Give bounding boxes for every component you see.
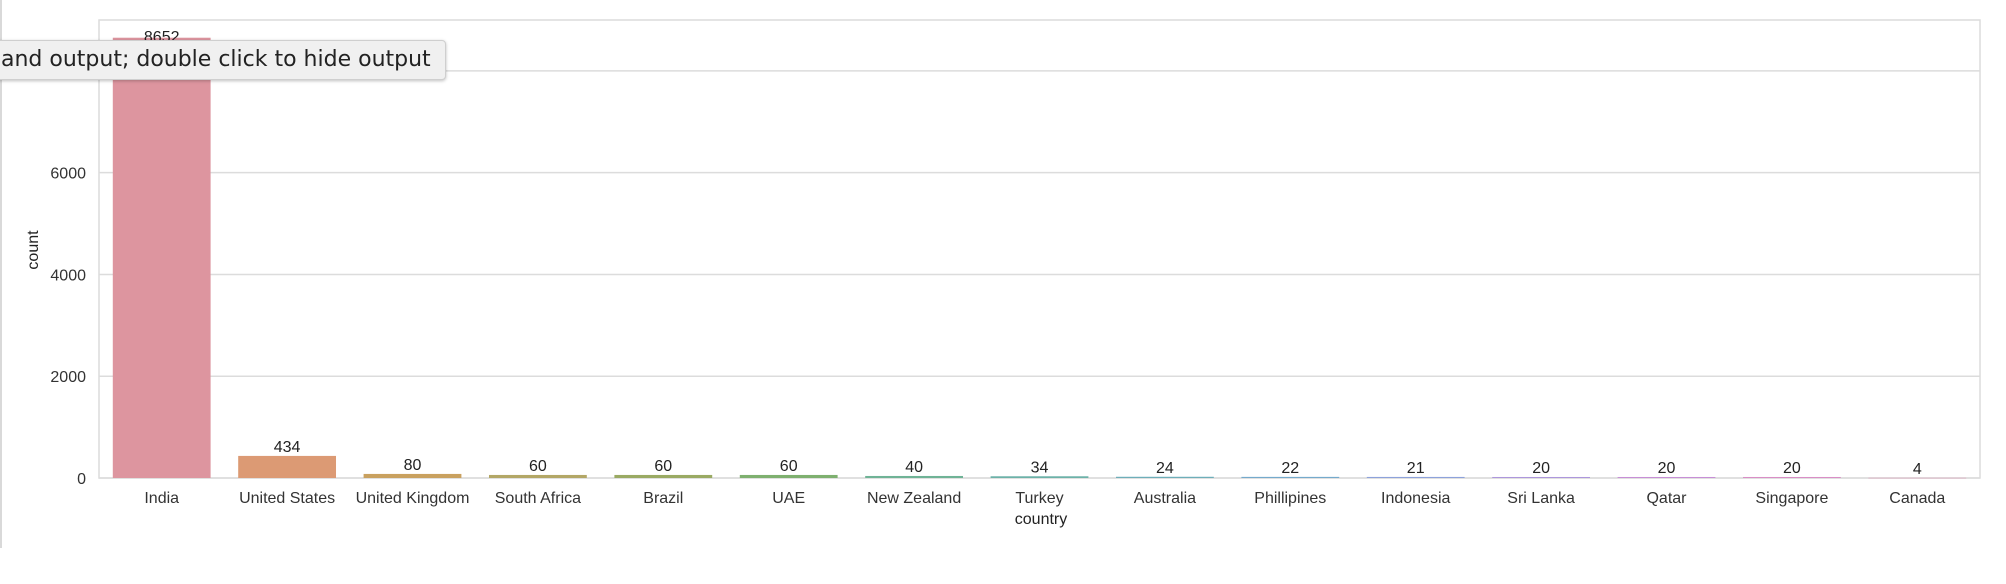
output-tooltip: and output; double click to hide output: [0, 40, 446, 80]
x-axis-label: country: [1015, 511, 1067, 528]
y-tick-0: 0: [77, 471, 86, 488]
y-tick-labels: 0 2000 4000 6000: [50, 166, 86, 488]
tooltip-text: and output; double click to hide output: [1, 47, 431, 72]
bar-2: [363, 473, 462, 478]
x-tick-4: Brazil: [643, 490, 683, 507]
bar-1: [238, 455, 337, 478]
y-tick-6000: 6000: [50, 166, 86, 183]
y-axis-label: count: [25, 230, 42, 270]
y-tick-2000: 2000: [50, 369, 86, 386]
x-tick-3: South Africa: [495, 490, 581, 507]
data-label-3: 60: [529, 458, 547, 475]
bar-13: [1742, 476, 1841, 478]
data-label-14: 4: [1913, 461, 1922, 478]
bars: [112, 37, 1967, 479]
bar-14: [1868, 477, 1967, 479]
x-tick-5: UAE: [772, 490, 805, 507]
data-label-2: 80: [404, 457, 422, 474]
bar-7: [990, 476, 1089, 478]
bar-3: [488, 474, 587, 478]
x-tick-10: Indonesia: [1381, 490, 1450, 507]
data-label-8: 24: [1156, 460, 1174, 477]
notebook-cell-border: [0, 0, 2, 548]
x-tick-0: India: [144, 490, 179, 507]
x-tick-13: Singapore: [1755, 490, 1828, 507]
data-label-4: 60: [654, 458, 672, 475]
bar-8: [1115, 476, 1214, 478]
y-tick-4000: 4000: [50, 267, 86, 284]
data-label-9: 22: [1281, 460, 1299, 477]
bar-12: [1617, 476, 1716, 478]
x-tick-6: New Zealand: [867, 490, 961, 507]
x-tick-11: Sri Lanka: [1507, 490, 1575, 507]
x-tick-7: Turkey: [1015, 490, 1063, 507]
data-label-11: 20: [1532, 460, 1550, 477]
data-label-12: 20: [1658, 460, 1676, 477]
data-label-1: 434: [274, 439, 301, 456]
x-tick-8: Australia: [1134, 490, 1196, 507]
data-label-10: 21: [1407, 460, 1425, 477]
bar-4: [614, 474, 713, 478]
bar-0: [112, 37, 211, 479]
plot-area-frame: [98, 19, 1981, 479]
x-tick-14: Canada: [1889, 490, 1945, 507]
bar-5: [739, 474, 838, 478]
x-tick-1: United States: [239, 490, 335, 507]
x-tick-2: United Kingdom: [356, 490, 470, 507]
x-tick-labels: India United States United Kingdom South Af…: [144, 490, 1945, 507]
data-label-5: 60: [780, 458, 798, 475]
data-label-6: 40: [905, 459, 923, 476]
x-tick-9: Phillipines: [1254, 490, 1326, 507]
bar-6: [865, 475, 964, 478]
x-tick-12: Qatar: [1646, 490, 1687, 507]
bar-9: [1241, 476, 1340, 478]
data-label-7: 34: [1031, 459, 1049, 476]
bar-10: [1366, 476, 1465, 478]
data-label-13: 20: [1783, 460, 1801, 477]
bar-11: [1492, 476, 1591, 478]
